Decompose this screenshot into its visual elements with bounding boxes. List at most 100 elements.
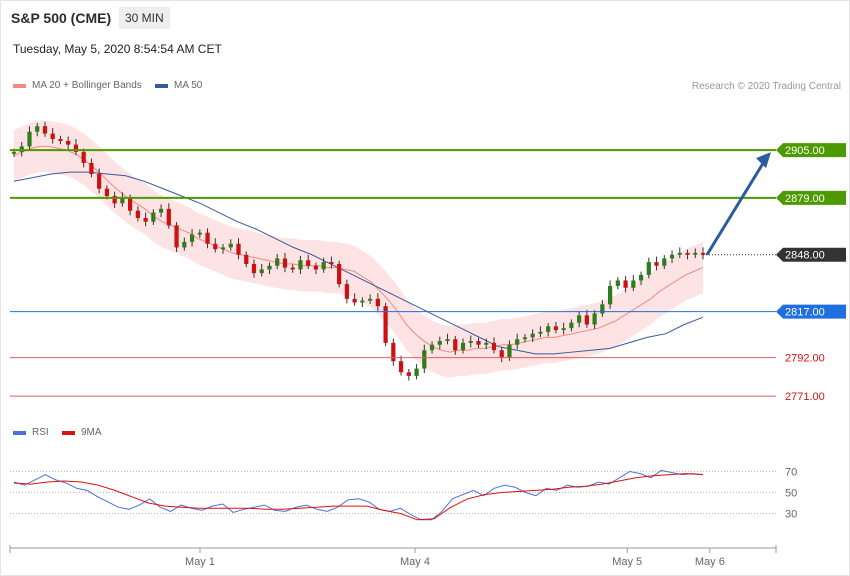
legend-rsi-ma-label: 9MA [81, 427, 102, 438]
candle [484, 338, 489, 350]
candle [460, 338, 466, 354]
level-label-2817.00: 2817.00 [785, 307, 825, 319]
legend-ma20: MA 20 + Bollinger Bands [13, 80, 142, 91]
candle-body [337, 263, 342, 285]
candle-body [414, 368, 419, 376]
candle-body [27, 131, 32, 147]
rsi-line [13, 469, 704, 521]
candle-body [259, 269, 264, 274]
candle [73, 139, 79, 156]
candle-body [50, 133, 55, 140]
level-tag-2817.00 [776, 304, 846, 319]
candle [344, 279, 349, 304]
candle-body [104, 188, 110, 196]
candle-body [344, 284, 349, 299]
candle-body [592, 313, 597, 325]
candle-body [491, 342, 497, 351]
legend-rsi-swatch [13, 430, 26, 435]
candle-body [499, 350, 504, 358]
candle-body [236, 243, 241, 255]
candle [112, 191, 117, 208]
candle-body [375, 298, 380, 307]
interval-badge[interactable]: 30 MIN [119, 7, 170, 29]
candle-body [522, 337, 528, 340]
candle [205, 228, 210, 249]
candle-body [638, 274, 644, 281]
candle-body [546, 326, 551, 332]
level-label-2848.00: 2848.00 [785, 250, 825, 262]
candle [27, 126, 32, 150]
legend-ma50-label: MA 50 [174, 80, 203, 91]
candle [654, 256, 659, 271]
candle [414, 364, 419, 380]
candle-body [484, 342, 489, 345]
candle-body [569, 322, 574, 329]
candle [677, 247, 682, 259]
candle [197, 229, 202, 238]
candle-body [429, 344, 435, 351]
timestamp: Tuesday, May 5, 2020 8:54:54 AM CET [13, 42, 222, 56]
research-credit: Research © 2020 Trading Central [691, 81, 841, 92]
candle-body [669, 254, 675, 259]
candle-body [35, 126, 40, 132]
candle-body [476, 341, 481, 345]
candle [375, 293, 380, 311]
candle [251, 259, 257, 278]
legend-rsi-label: RSI [32, 427, 49, 438]
candle [391, 338, 396, 366]
candle [135, 206, 140, 222]
candle [646, 257, 651, 279]
candle [313, 262, 319, 275]
candle-body [507, 344, 512, 358]
candle [546, 323, 551, 337]
rsi-tick-30: 30 [785, 509, 797, 521]
candle-body [577, 315, 582, 323]
candle-body [275, 258, 280, 266]
candle [282, 252, 288, 273]
candle-body [631, 280, 636, 288]
legend-ma20-swatch [13, 83, 26, 88]
candle [685, 249, 690, 260]
candle-body [244, 254, 249, 264]
candle [244, 251, 249, 268]
candle-body [228, 243, 233, 248]
candle [35, 122, 40, 137]
candle [306, 254, 311, 270]
time-tick-label: May 4 [400, 556, 430, 568]
candle-body [383, 306, 388, 343]
candle [337, 260, 342, 288]
candle [189, 229, 195, 247]
candle [491, 337, 497, 354]
legend-rsi-ma-swatch [62, 430, 75, 435]
candle-body [112, 195, 117, 204]
candle-body [584, 315, 589, 325]
candle [638, 271, 644, 286]
level-tag-2879.00 [776, 190, 846, 205]
candle-body [282, 258, 288, 268]
candle [406, 368, 411, 381]
candle-body [135, 210, 140, 219]
level-label-2905.00: 2905.00 [785, 145, 825, 157]
candle [623, 276, 628, 293]
candle [607, 280, 613, 309]
candle-body [151, 212, 156, 222]
level-label-2879.00: 2879.00 [785, 193, 825, 205]
legend-rsi: RSI [13, 427, 49, 438]
candle-body [406, 372, 411, 376]
candle [220, 244, 226, 254]
candle-body [352, 298, 357, 303]
candle-body [174, 225, 179, 248]
candle [499, 346, 504, 363]
candle [182, 237, 187, 251]
candle [453, 335, 458, 355]
rsi-tick-70: 70 [785, 467, 797, 479]
candle-body [530, 333, 535, 338]
candle-body [128, 197, 133, 211]
level-label-2792.00: 2792.00 [785, 353, 825, 365]
candle-body [306, 260, 311, 266]
candle [577, 310, 582, 328]
candle [259, 263, 264, 277]
candle-body [700, 252, 706, 255]
candle-body [58, 139, 63, 141]
candle [662, 255, 667, 270]
